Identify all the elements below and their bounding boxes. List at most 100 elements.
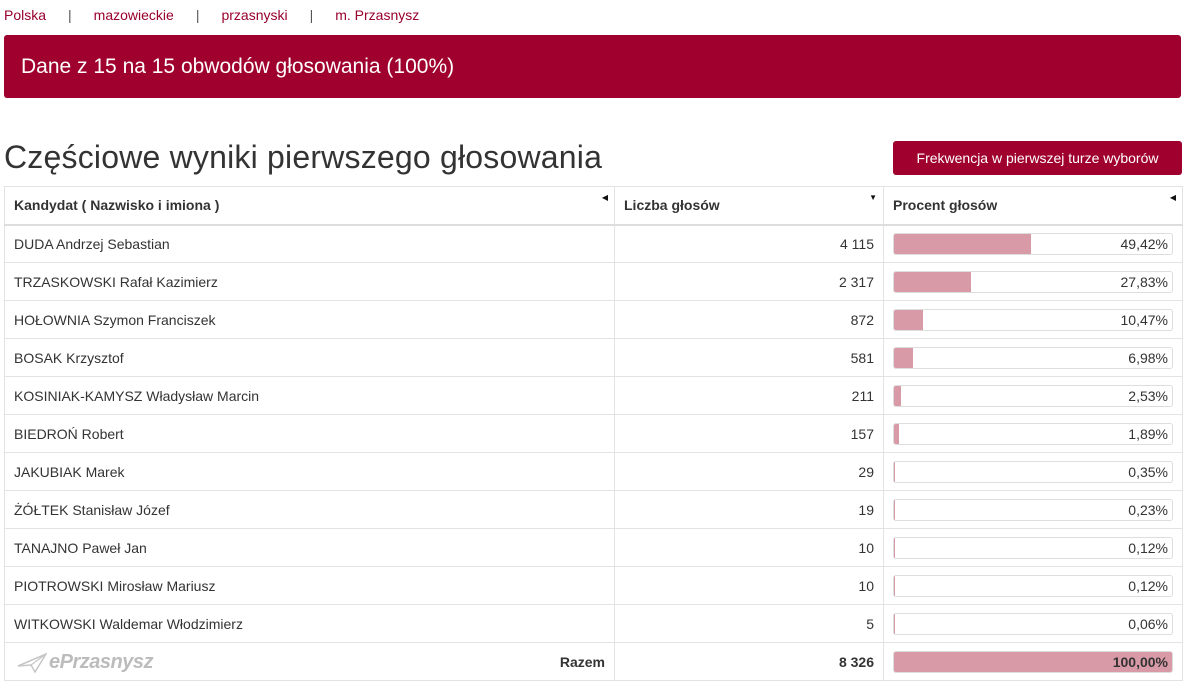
percent-label: 10,47%	[1120, 311, 1168, 328]
percent-bar-fill	[894, 385, 902, 406]
watermark-text: ePrzasnysz	[49, 651, 153, 673]
turnout-button[interactable]: Frekwencja w pierwszej turze wyborów	[893, 141, 1182, 175]
candidate-name: KOSINIAK-KAMYSZ Władysław Marcin	[4, 376, 615, 415]
percent-cell: 2,53%	[883, 376, 1183, 415]
total-row: ePrzasnysz Razem 8 326 100,00%	[4, 642, 1183, 681]
table-row: ŻÓŁTEK Stanisław Józef 19 0,23%	[4, 490, 1183, 529]
percent-bar: 1,89%	[893, 422, 1173, 445]
percent-cell: 1,89%	[883, 414, 1183, 453]
percent-bar: 0,23%	[893, 498, 1173, 521]
percent-bar-fill	[894, 233, 1032, 254]
vote-count: 29	[614, 452, 884, 491]
percent-label: 0,12%	[1128, 577, 1168, 594]
percent-cell: 0,35%	[883, 452, 1183, 491]
vote-count: 872	[614, 300, 884, 339]
percent-label: 49,42%	[1120, 235, 1168, 252]
percent-bar-fill	[894, 271, 972, 292]
percent-label: 100,00%	[1112, 653, 1168, 670]
percent-bar-fill	[894, 423, 900, 444]
percent-bar: 2,53%	[893, 384, 1173, 407]
column-header-candidate-label: Kandydat ( Nazwisko i imiona )	[14, 197, 220, 214]
percent-label: 0,12%	[1128, 539, 1168, 556]
banner-text: Dane z 15 na 15 obwodów głosowania (100%…	[21, 54, 455, 78]
percent-label: 0,35%	[1128, 463, 1168, 480]
percent-bar-fill	[894, 347, 914, 368]
vote-count: 581	[614, 338, 884, 377]
breadcrumb-item-municipality[interactable]: m. Przasnysz	[335, 7, 420, 23]
column-header-votes-label: Liczba głosów	[624, 197, 720, 214]
table-row: TRZASKOWSKI Rafał Kazimierz 2 317 27,83%	[4, 262, 1183, 301]
breadcrumb-item-country[interactable]: Polska	[4, 7, 47, 23]
percent-bar: 6,98%	[893, 346, 1173, 369]
data-coverage-banner: Dane z 15 na 15 obwodów głosowania (100%…	[4, 35, 1181, 98]
eprzasnysz-logo: ePrzasnysz	[17, 651, 153, 674]
total-label-cell: ePrzasnysz Razem	[4, 642, 615, 681]
breadcrumb-separator: |	[68, 7, 72, 23]
percent-cell: 49,42%	[883, 224, 1183, 263]
percent-bar: 27,83%	[893, 270, 1173, 293]
table-row: DUDA Andrzej Sebastian 4 115 49,42%	[4, 224, 1183, 263]
percent-bar-fill	[894, 309, 924, 330]
sort-left-icon: ◀	[1169, 193, 1176, 202]
percent-label: 0,06%	[1128, 615, 1168, 632]
page-title: Częściowe wyniki pierwszego głosowania	[4, 139, 603, 175]
table-row: BOSAK Krzysztof 581 6,98%	[4, 338, 1183, 377]
percent-cell: 27,83%	[883, 262, 1183, 301]
vote-count: 10	[614, 528, 884, 567]
candidate-name: TRZASKOWSKI Rafał Kazimierz	[4, 262, 615, 301]
percent-bar-fill	[894, 651, 1172, 672]
table-row: KOSINIAK-KAMYSZ Władysław Marcin 211 2,53%	[4, 376, 1183, 415]
percent-bar: 0,35%	[893, 460, 1173, 483]
sort-down-icon: ▼	[869, 193, 877, 202]
candidate-name: DUDA Andrzej Sebastian	[4, 224, 615, 263]
candidate-name: PIOTROWSKI Mirosław Mariusz	[4, 566, 615, 605]
percent-bar: 100,00%	[893, 650, 1173, 673]
candidate-name: JAKUBIAK Marek	[4, 452, 615, 491]
vote-count: 4 115	[614, 224, 884, 263]
percent-bar-fill	[894, 499, 895, 520]
percent-cell: 0,12%	[883, 528, 1183, 567]
table-header-row: Kandydat ( Nazwisko i imiona ) ◀ Liczba …	[4, 186, 1183, 226]
percent-label: 1,89%	[1128, 425, 1168, 442]
percent-cell: 6,98%	[883, 338, 1183, 377]
candidate-name: BIEDROŃ Robert	[4, 414, 615, 453]
candidate-name: BOSAK Krzysztof	[4, 338, 615, 377]
breadcrumb-item-county[interactable]: przasnyski	[221, 7, 288, 23]
percent-label: 27,83%	[1120, 273, 1168, 290]
breadcrumb-separator: |	[195, 7, 200, 23]
column-header-votes[interactable]: Liczba głosów ▼	[614, 186, 884, 226]
table-row: WITKOWSKI Waldemar Włodzimierz 5 0,06%	[4, 604, 1183, 643]
vote-count: 211	[614, 376, 884, 415]
column-header-percent-label: Procent głosów	[893, 197, 998, 214]
vote-count: 2 317	[614, 262, 884, 301]
candidate-name: HOŁOWNIA Szymon Franciszek	[4, 300, 615, 339]
sort-left-icon: ◀	[601, 193, 608, 202]
vote-count: 5	[614, 604, 884, 643]
table-row: BIEDROŃ Robert 157 1,89%	[4, 414, 1183, 453]
column-header-candidate[interactable]: Kandydat ( Nazwisko i imiona ) ◀	[4, 186, 615, 226]
table-row: HOŁOWNIA Szymon Franciszek 872 10,47%	[4, 300, 1183, 339]
percent-bar: 0,12%	[893, 574, 1173, 597]
paper-plane-icon	[17, 652, 47, 673]
total-percent-cell: 100,00%	[883, 642, 1183, 681]
total-label: Razem	[559, 653, 605, 670]
vote-count: 10	[614, 566, 884, 605]
percent-bar: 0,06%	[893, 612, 1173, 635]
percent-label: 6,98%	[1128, 349, 1168, 366]
table-row: TANAJNO Paweł Jan 10 0,12%	[4, 528, 1183, 567]
breadcrumb-item-voivodeship[interactable]: mazowieckie	[93, 7, 174, 23]
percent-bar: 10,47%	[893, 308, 1173, 331]
table-row: PIOTROWSKI Mirosław Mariusz 10 0,12%	[4, 566, 1183, 605]
results-table: Kandydat ( Nazwisko i imiona ) ◀ Liczba …	[4, 186, 1183, 681]
percent-cell: 0,06%	[883, 604, 1183, 643]
candidate-name: TANAJNO Paweł Jan	[4, 528, 615, 567]
percent-cell: 0,12%	[883, 566, 1183, 605]
percent-cell: 10,47%	[883, 300, 1183, 339]
total-votes: 8 326	[614, 642, 884, 681]
percent-label: 0,23%	[1128, 501, 1168, 518]
percent-label: 2,53%	[1128, 387, 1168, 404]
column-header-percent[interactable]: Procent głosów ◀	[883, 186, 1183, 226]
percent-bar: 49,42%	[893, 232, 1173, 255]
breadcrumb: Polska | mazowieckie | przasnyski | m. P…	[4, 7, 419, 23]
candidate-name: WITKOWSKI Waldemar Włodzimierz	[4, 604, 615, 643]
